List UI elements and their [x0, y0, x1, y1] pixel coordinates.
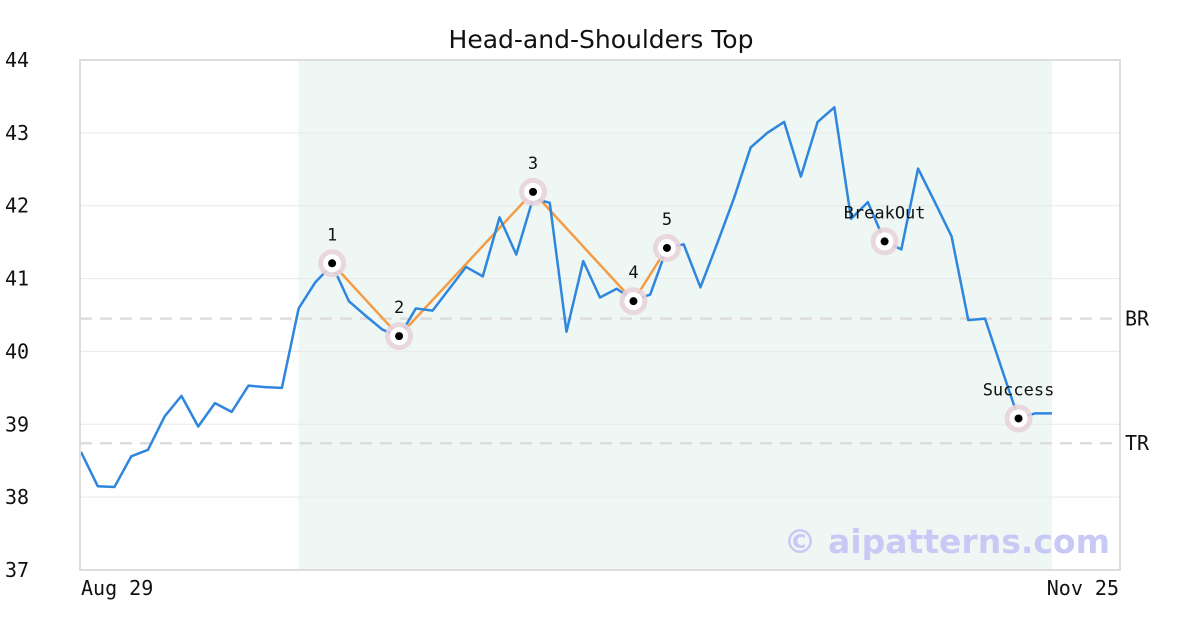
- pattern-point-4-dot: [629, 297, 638, 306]
- pattern-point-3-label: 3: [528, 154, 538, 174]
- level-label-tr: TR: [1125, 431, 1150, 455]
- pattern-point-5-dot: [662, 243, 671, 252]
- level-lines: BR TR: [80, 307, 1150, 455]
- pattern-point-1-dot: [328, 259, 337, 268]
- y-tick-label: 41: [5, 267, 29, 291]
- pattern-point-2-label: 2: [394, 298, 404, 318]
- level-label-br: BR: [1125, 307, 1150, 331]
- plot-frame: [79, 59, 1121, 571]
- pattern-markers: 1 2 3 4 5 BreakOut Success: [318, 154, 1054, 433]
- y-tick-label: 44: [5, 48, 29, 72]
- pattern-point-4-label: 4: [628, 263, 638, 283]
- pattern-point-5-label: 5: [662, 210, 672, 230]
- y-tick-label: 42: [5, 194, 29, 218]
- pattern-point-1-label: 1: [327, 225, 337, 245]
- x-tick-label: Nov 25: [1047, 576, 1119, 600]
- y-tick-label: 37: [5, 558, 29, 582]
- watermark: © aipatterns.com: [784, 522, 1110, 561]
- pattern-region-shading: [298, 60, 1052, 570]
- pattern-point-3-dot: [529, 187, 538, 196]
- y-tick-label: 39: [5, 412, 29, 436]
- y-tick-label: 40: [5, 339, 29, 363]
- y-tick-label: 43: [5, 121, 29, 145]
- y-tick-label: 38: [5, 485, 29, 509]
- success-point-dot: [1014, 414, 1023, 423]
- y-axis-ticks: 37 38 39 40 41 42 43 44: [5, 48, 29, 582]
- success-point-label: Success: [983, 380, 1055, 400]
- x-tick-label: Aug 29: [81, 576, 153, 600]
- breakout-point-label: BreakOut: [844, 203, 926, 223]
- pattern-point-2-dot: [395, 332, 404, 341]
- chart-title: Head-and-Shoulders Top: [449, 25, 754, 54]
- x-axis-ticks: Aug 29 Nov 25: [81, 576, 1119, 600]
- breakout-point-dot: [880, 237, 889, 246]
